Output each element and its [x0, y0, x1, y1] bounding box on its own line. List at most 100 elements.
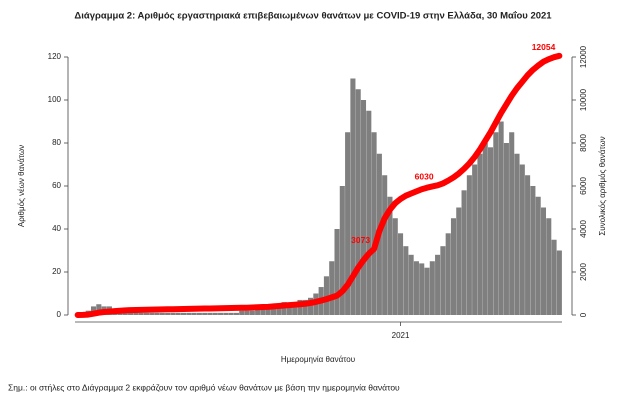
bar — [445, 233, 451, 315]
bar — [186, 312, 192, 315]
bar — [408, 254, 414, 315]
bar — [461, 190, 467, 315]
bar — [191, 312, 197, 315]
bar — [509, 132, 515, 315]
bar — [551, 239, 557, 315]
bar — [228, 312, 234, 315]
y-tick-label: 20 — [52, 267, 61, 276]
bar — [466, 175, 472, 315]
bar — [482, 143, 488, 315]
bar — [165, 312, 171, 315]
bar — [170, 312, 176, 315]
bar — [525, 175, 531, 315]
bar — [249, 310, 255, 315]
bar — [212, 312, 218, 315]
y2-tick-label: 12000 — [579, 45, 588, 68]
bar — [175, 312, 181, 315]
bar — [218, 312, 224, 315]
bar — [292, 302, 298, 315]
bar — [260, 308, 266, 315]
y-tick-label: 120 — [48, 52, 62, 61]
bar — [360, 100, 367, 315]
bar — [472, 164, 478, 315]
bar — [207, 312, 213, 315]
bar — [281, 302, 287, 315]
bar — [270, 306, 277, 315]
bar — [138, 312, 144, 315]
note: Σημ.: οι στήλες στο Διάγραμμα 2 εκφράζου… — [8, 382, 400, 392]
bar — [308, 297, 314, 315]
y-tick-label: 80 — [52, 138, 61, 147]
bar — [265, 308, 271, 315]
bar — [540, 207, 547, 315]
bar — [334, 229, 340, 315]
bar — [276, 304, 282, 315]
bar — [355, 89, 361, 315]
bar — [556, 250, 562, 315]
bar — [440, 246, 446, 315]
bar — [329, 261, 335, 315]
y-tick-label: 40 — [52, 224, 61, 233]
bar — [366, 110, 372, 315]
bar — [519, 164, 525, 315]
bar — [323, 276, 329, 315]
cumulative-line — [74, 52, 563, 318]
chart-title: Διάγραμμα 2: Αριθμός εργαστηριακά επιβεβ… — [74, 11, 552, 22]
bar — [450, 218, 457, 315]
bar — [371, 132, 377, 315]
y-tick-label: 0 — [57, 310, 62, 319]
bar — [286, 304, 292, 315]
bar — [154, 312, 160, 315]
bar — [387, 196, 393, 315]
bar — [149, 312, 155, 315]
line-label: 3073 — [351, 235, 370, 245]
bar — [180, 312, 187, 315]
bar — [530, 186, 536, 315]
bar — [546, 218, 552, 315]
bar — [419, 263, 425, 315]
y-axis-title: Αριθμός νέων θανάτων — [17, 145, 26, 227]
bar — [429, 261, 435, 315]
bar — [535, 196, 541, 315]
y2-tick-label: 2000 — [579, 263, 588, 281]
y2-tick-label: 0 — [579, 312, 588, 317]
bar — [398, 233, 404, 315]
bar — [255, 308, 261, 315]
y2-axis-title: Συνολικός αριθμός θανάτων — [598, 136, 607, 235]
bar — [350, 78, 356, 315]
bar — [233, 312, 239, 315]
bar — [435, 254, 441, 315]
bar — [223, 312, 229, 315]
bar — [456, 207, 462, 315]
bar — [392, 218, 398, 315]
bar — [503, 143, 509, 315]
bar — [339, 186, 345, 315]
bar — [302, 299, 308, 315]
y2-tick-label: 6000 — [579, 177, 588, 195]
bar — [159, 312, 165, 315]
y2-tick-label: 4000 — [579, 220, 588, 238]
bar — [196, 312, 202, 315]
bar — [382, 175, 388, 315]
line-label: 6030 — [415, 172, 434, 182]
bar — [413, 261, 419, 315]
bar — [403, 246, 409, 315]
line-label: 12054 — [532, 42, 556, 52]
x-axis-title: Ημερομηνία θανάτου — [281, 355, 355, 364]
bar — [345, 132, 351, 315]
bar — [297, 299, 303, 315]
bar — [487, 147, 494, 315]
bar — [202, 312, 208, 315]
x-tick-label: 2021 — [392, 331, 410, 340]
bar — [143, 312, 150, 315]
bar — [133, 312, 139, 315]
bar — [493, 132, 499, 315]
bar — [424, 267, 430, 315]
y-tick-label: 60 — [52, 181, 61, 190]
bar — [244, 310, 250, 315]
bar — [477, 153, 483, 315]
bar — [239, 310, 245, 315]
y2-tick-label: 10000 — [579, 88, 588, 111]
bar — [498, 121, 504, 315]
